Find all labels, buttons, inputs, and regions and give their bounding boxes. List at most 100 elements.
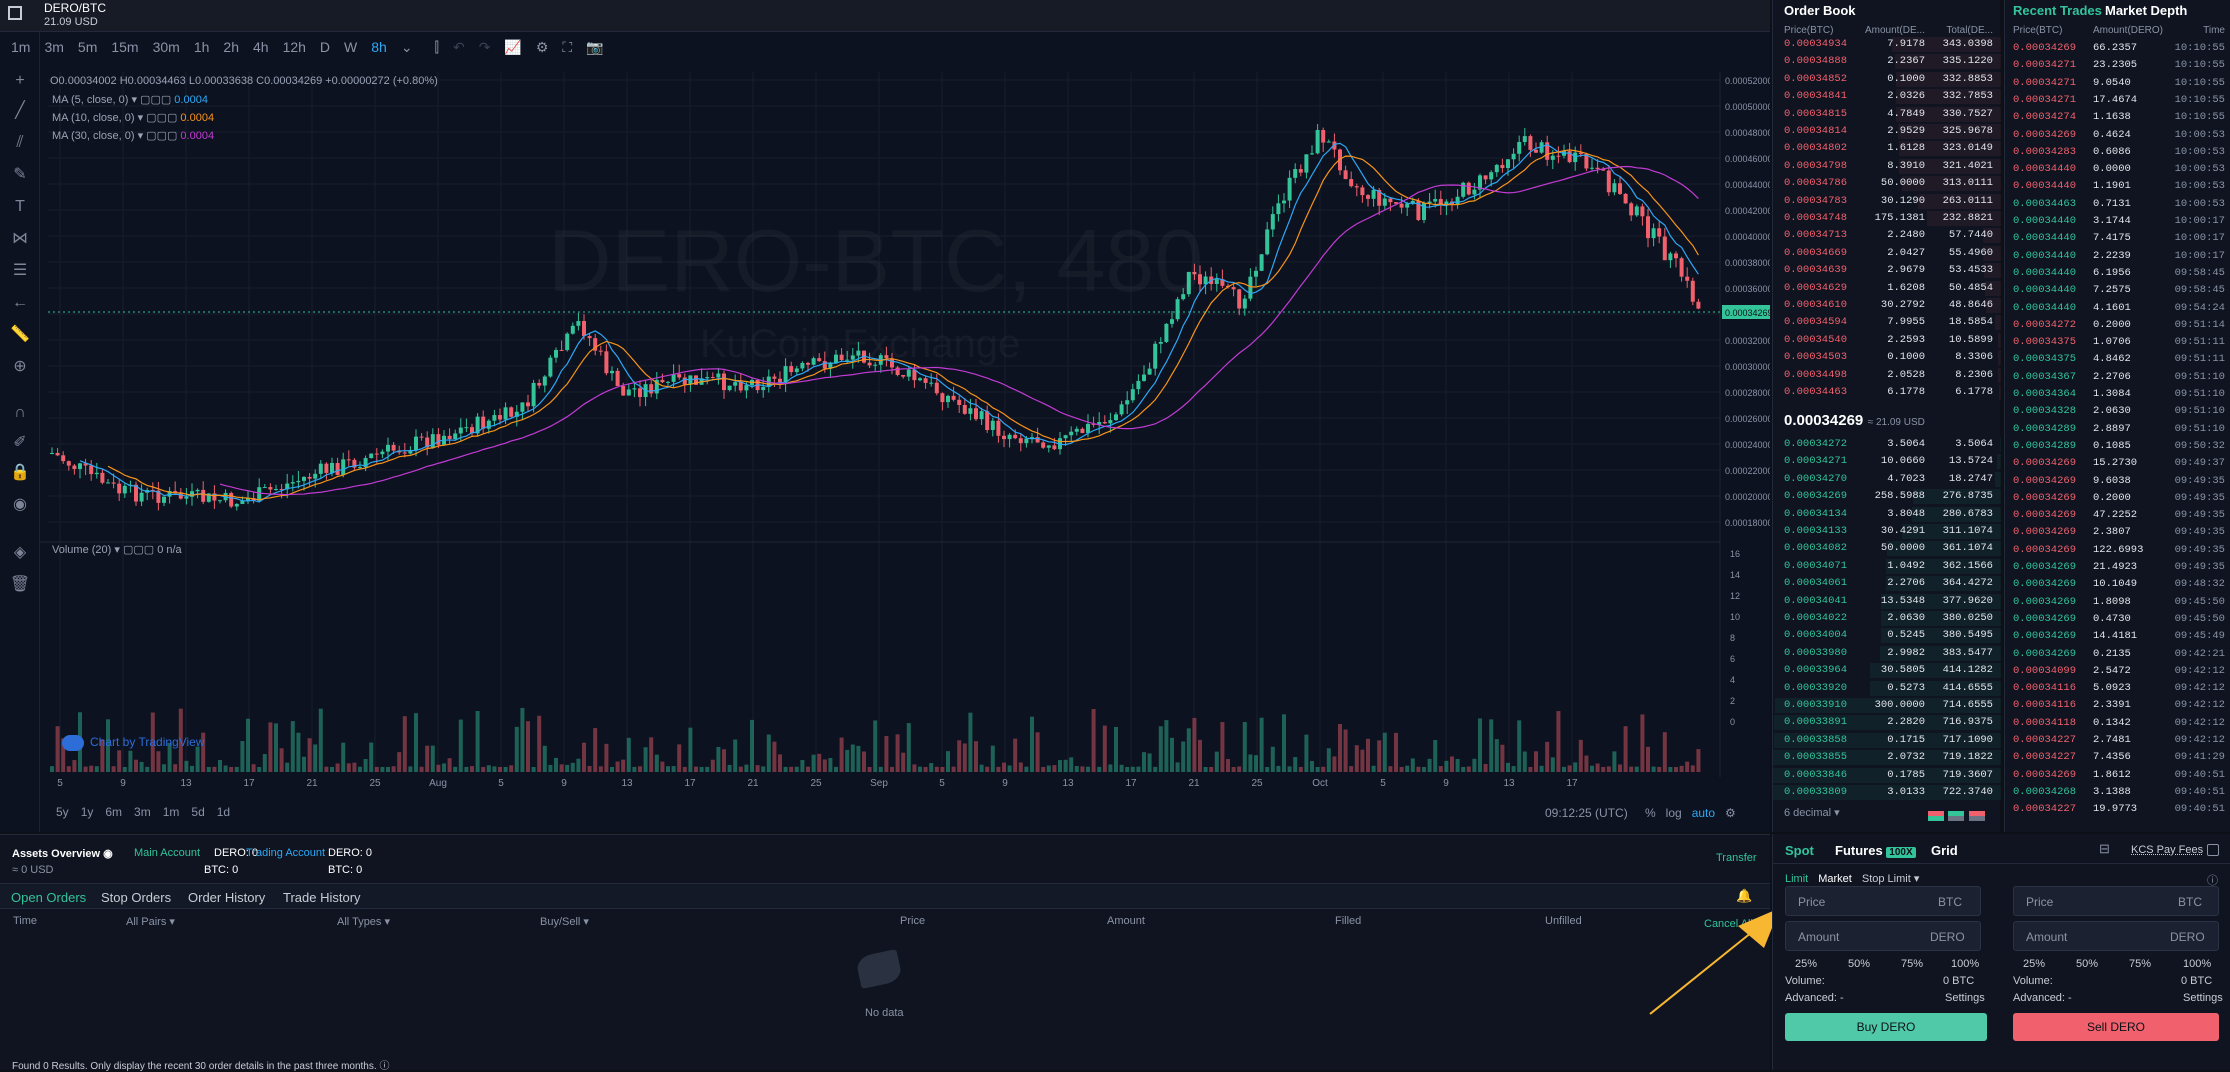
buy-pct-25[interactable]: 25%	[1795, 958, 1817, 970]
tab-order-history[interactable]: Order History	[188, 890, 265, 905]
bid-row[interactable]: 0.00034134 3.8048 280.6783	[1773, 506, 2001, 523]
sell-amount-input[interactable]: Amount DERO	[2013, 921, 2219, 951]
ask-row[interactable]: 0.00034503 0.1000 8.3306	[1773, 349, 2001, 366]
tab-trade-history[interactable]: Trade History	[283, 890, 361, 905]
bid-row[interactable]: 0.00033855 2.0732 719.1822	[1773, 749, 2001, 766]
bid-row[interactable]: 0.00034022 2.0630 380.0250	[1773, 610, 2001, 627]
bid-row[interactable]: 0.00034071 1.0492 362.1566	[1773, 558, 2001, 575]
channel-icon[interactable]: ⫽	[8, 132, 32, 154]
tf-4h[interactable]: 4h	[246, 32, 276, 62]
tf-8h[interactable]: 8h	[364, 32, 394, 62]
volume-legend[interactable]: Volume (20) ▾ ▢▢▢ 0 n/a	[52, 543, 182, 556]
range-1m[interactable]: 1m	[163, 805, 180, 819]
undo-icon[interactable]: ↶	[446, 32, 472, 62]
transfer-link[interactable]: Transfer	[1716, 852, 1757, 864]
ask-row[interactable]: 0.00034748 175.1381 232.8821	[1773, 210, 2001, 227]
range-6m[interactable]: 6m	[105, 805, 122, 819]
buy-pct-75[interactable]: 75%	[1901, 958, 1923, 970]
range-3m[interactable]: 3m	[134, 805, 151, 819]
bid-row[interactable]: 0.00034041 13.5348 377.9620	[1773, 593, 2001, 610]
sell-pct-25[interactable]: 25%	[2023, 958, 2045, 970]
ask-row[interactable]: 0.00034802 1.6128 323.0149	[1773, 140, 2001, 157]
col-all-types[interactable]: All Types ▾	[337, 915, 390, 928]
tradingview-link[interactable]: Chart by TradingView	[62, 735, 205, 751]
type-limit[interactable]: Limit	[1785, 873, 1808, 885]
tf-1h[interactable]: 1h	[187, 32, 217, 62]
ask-row[interactable]: 0.00034463 6.1778 6.1778	[1773, 384, 2001, 401]
ask-row[interactable]: 0.00034841 2.0326 332.7853	[1773, 88, 2001, 105]
ask-row[interactable]: 0.00034713 2.2480 57.7440	[1773, 227, 2001, 244]
bid-row[interactable]: 0.00033920 0.5273 414.6555	[1773, 680, 2001, 697]
indicators-icon[interactable]: 📈	[497, 32, 528, 62]
ask-row[interactable]: 0.00034540 2.2593 10.5899	[1773, 332, 2001, 349]
text-icon[interactable]: T	[8, 196, 32, 218]
bid-row[interactable]: 0.00033846 0.1785 719.3607	[1773, 767, 2001, 784]
ask-row[interactable]: 0.00034639 2.9679 53.4533	[1773, 262, 2001, 279]
ask-row[interactable]: 0.00034815 4.7849 330.7527	[1773, 106, 2001, 123]
col-all-pairs[interactable]: All Pairs ▾	[126, 915, 175, 928]
eye-toggle-icon[interactable]: ◉	[103, 848, 113, 860]
ask-row[interactable]: 0.00034798 8.3910 321.4021	[1773, 158, 2001, 175]
tab-futures[interactable]: Futures 100X	[1835, 843, 1916, 858]
type-market[interactable]: Market	[1818, 873, 1852, 885]
bid-row[interactable]: 0.00034082 50.0000 361.1074	[1773, 540, 2001, 557]
tf-2h[interactable]: 2h	[216, 32, 246, 62]
trading-account-link[interactable]: Trading Account	[246, 847, 325, 859]
bid-row[interactable]: 0.00033858 0.1715 717.1090	[1773, 732, 2001, 749]
bid-row[interactable]: 0.00033980 2.9982 383.5477	[1773, 645, 2001, 662]
ask-row[interactable]: 0.00034610 30.2792 48.8646	[1773, 297, 2001, 314]
range-1d[interactable]: 1d	[217, 805, 230, 819]
kcs-pay-fees[interactable]: KCS Pay Fees	[2131, 844, 2203, 856]
range-5y[interactable]: 5y	[56, 805, 69, 819]
ob-view-toggle[interactable]	[1928, 808, 1988, 818]
log-scale[interactable]: log	[1666, 806, 1682, 820]
buy-button[interactable]: Buy DERO	[1785, 1013, 1987, 1041]
bid-row[interactable]: 0.00033809 3.0133 722.3740	[1773, 784, 2001, 801]
brush-icon[interactable]: ✎	[8, 164, 32, 186]
ask-row[interactable]: 0.00034498 2.0528 8.2306	[1773, 367, 2001, 384]
fullscreen-icon[interactable]: ⛶	[555, 32, 579, 62]
bid-row[interactable]: 0.00034269 258.5988 276.8735	[1773, 488, 2001, 505]
buy-pct-50[interactable]: 50%	[1848, 958, 1870, 970]
buy-pct-100[interactable]: 100%	[1951, 958, 1979, 970]
sell-button[interactable]: Sell DERO	[2013, 1013, 2219, 1041]
sell-pct-100[interactable]: 100%	[2183, 958, 2211, 970]
tab-open-orders[interactable]: Open Orders	[11, 890, 86, 905]
lock-icon[interactable]: 🔒	[8, 462, 32, 484]
bid-row[interactable]: 0.00033964 30.5805 414.1282	[1773, 662, 2001, 679]
ask-row[interactable]: 0.00034888 2.2367 335.1220	[1773, 53, 2001, 70]
tf-3m[interactable]: 3m	[37, 32, 70, 62]
percent-scale[interactable]: %	[1645, 806, 1656, 820]
tf-30m[interactable]: 30m	[146, 32, 187, 62]
lock-drawing-icon[interactable]: ✐	[8, 432, 32, 454]
tab-grid[interactable]: Grid	[1931, 843, 1958, 858]
bid-row[interactable]: 0.00034271 10.0660 13.5724	[1773, 453, 2001, 470]
ask-row[interactable]: 0.00034814 2.9529 325.9678	[1773, 123, 2001, 140]
chart-settings-icon[interactable]: ⚙	[1725, 806, 1736, 820]
range-1y[interactable]: 1y	[81, 805, 94, 819]
chevron-down-icon[interactable]: ⌄	[394, 32, 420, 62]
zoom-icon[interactable]: ⊕	[8, 356, 32, 378]
kcs-checkbox[interactable]	[2207, 844, 2219, 856]
ask-row[interactable]: 0.00034786 50.0000 313.0111	[1773, 175, 2001, 192]
magnet-icon[interactable]: ∩	[8, 402, 32, 424]
trendline-icon[interactable]: ╱	[8, 100, 32, 122]
bid-row[interactable]: 0.00034272 3.5064 3.5064	[1773, 436, 2001, 453]
ma5-legend[interactable]: MA (5, close, 0) ▾ ▢▢▢ 0.0004	[52, 93, 208, 106]
ob-view-buy-icon[interactable]	[1948, 811, 1964, 821]
tf-w[interactable]: W	[337, 32, 364, 62]
tf-5m[interactable]: 5m	[71, 32, 104, 62]
range-5d[interactable]: 5d	[191, 805, 204, 819]
redo-icon[interactable]: ↷	[472, 32, 498, 62]
ask-row[interactable]: 0.00034783 30.1290 263.0111	[1773, 193, 2001, 210]
col-buy-sell[interactable]: Buy/Sell ▾	[540, 915, 589, 928]
tf-d[interactable]: D	[313, 32, 337, 62]
ob-view-both-icon[interactable]	[1969, 811, 1985, 821]
sell-price-input[interactable]: Price BTC	[2013, 886, 2219, 916]
ma30-legend[interactable]: MA (30, close, 0) ▾ ▢▢▢ 0.0004	[52, 129, 214, 142]
bid-row[interactable]: 0.00033891 2.2820 716.9375	[1773, 714, 2001, 731]
buy-amount-input[interactable]: Amount DERO	[1785, 921, 1981, 951]
sell-settings-link[interactable]: Settings	[2183, 992, 2223, 1004]
price-chart[interactable]: 0.00052000 0.00050000 0.00048000 0.00046000…	[0, 32, 1770, 832]
candle-type-icon[interactable]: ⫿	[427, 32, 445, 62]
